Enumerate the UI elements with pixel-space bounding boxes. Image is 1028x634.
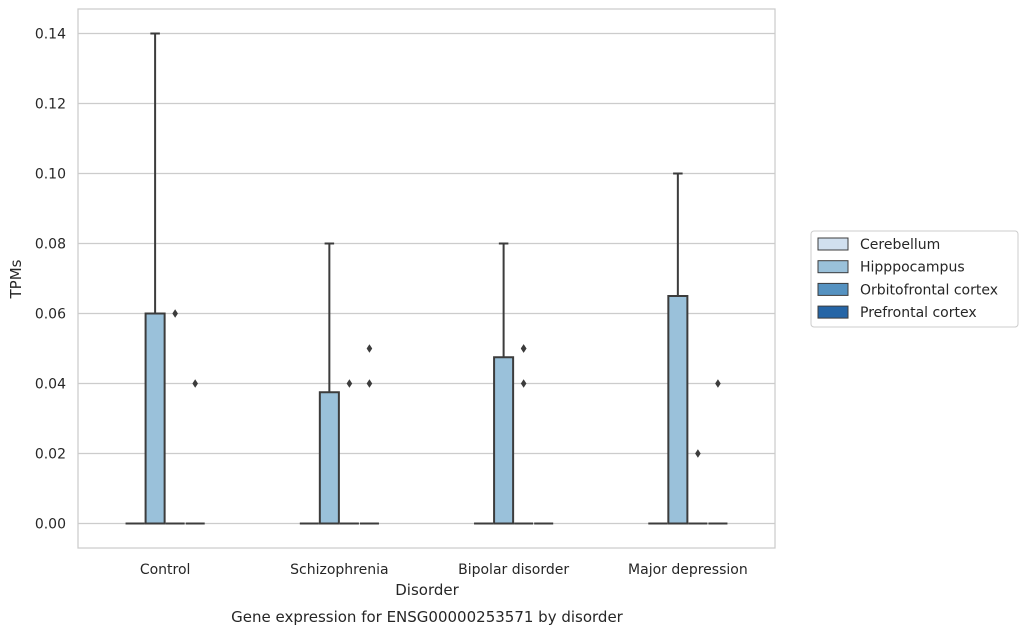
box-group xyxy=(708,379,728,525)
x-axis-ticks: Control Schizophrenia Bipolar disorder Majo… xyxy=(140,562,748,578)
x-tick-label: Bipolar disorder xyxy=(458,562,569,578)
y-tick-label: 0.02 xyxy=(35,447,66,463)
box-group xyxy=(339,379,359,525)
plot-frame xyxy=(77,8,776,549)
outlier-point xyxy=(520,379,527,388)
x-tick-label: Major depression xyxy=(628,562,748,578)
legend-label: Hipppocampus xyxy=(860,260,965,276)
legend-swatch xyxy=(817,260,849,274)
box xyxy=(144,312,166,525)
box xyxy=(667,295,689,525)
legend-swatch xyxy=(817,282,849,296)
legend-label: Cerebellum xyxy=(860,237,940,253)
legend-frame xyxy=(810,230,1019,328)
box-group xyxy=(144,32,166,525)
y-tick-label: 0.10 xyxy=(35,167,66,183)
legend-label: Orbitofrontal cortex xyxy=(860,282,998,298)
y-tick-label: 0.14 xyxy=(35,27,66,43)
box-group xyxy=(514,344,534,525)
outlier-point xyxy=(715,379,721,388)
y-tick-label: 0.08 xyxy=(35,237,66,253)
box xyxy=(318,391,340,525)
box-group xyxy=(165,309,185,525)
y-tick-label: 0.12 xyxy=(35,97,66,113)
y-tick-label: 0.06 xyxy=(35,307,66,323)
box xyxy=(493,356,515,525)
box-group xyxy=(688,449,708,525)
legend: Cerebellum Hipppocampus Orbitofrontal cort… xyxy=(810,230,1019,328)
outlier-point xyxy=(520,344,527,353)
y-tick-label: 0.04 xyxy=(35,377,66,393)
outlier-point xyxy=(172,309,178,318)
legend-swatch xyxy=(817,305,849,319)
outlier-point xyxy=(192,379,198,388)
legend-label: Prefrontal cortex xyxy=(860,305,977,321)
legend-swatch xyxy=(817,237,849,251)
outlier-point xyxy=(695,449,701,458)
box-group xyxy=(493,242,515,525)
boxes xyxy=(125,32,728,525)
x-tick-label: Control xyxy=(140,562,191,578)
outlier-point xyxy=(366,379,373,388)
box-group xyxy=(359,344,379,525)
box-group xyxy=(185,379,205,525)
x-axis-label: Disorder xyxy=(395,581,459,599)
box-group xyxy=(318,242,340,525)
outlier-point xyxy=(366,344,373,353)
y-axis-ticks: 0.00 0.02 0.04 0.06 0.08 0.10 0.12 0.14 xyxy=(35,27,66,533)
y-axis-label: TPMs xyxy=(7,259,25,299)
y-tick-label: 0.00 xyxy=(35,517,66,533)
box-group xyxy=(667,172,689,525)
x-tick-label: Schizophrenia xyxy=(290,562,388,578)
outlier-point xyxy=(346,379,353,388)
chart-caption: Gene expression for ENSG00000253571 by d… xyxy=(231,608,624,626)
